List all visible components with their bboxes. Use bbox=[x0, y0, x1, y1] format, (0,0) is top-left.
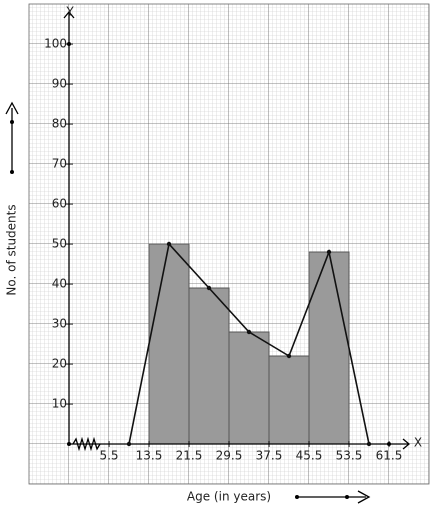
polygon-point bbox=[286, 353, 292, 359]
x-tick-label: 21.5 bbox=[176, 449, 203, 463]
y-tick-label: 90 bbox=[52, 77, 67, 91]
x-axis-label: Age (in years) bbox=[187, 490, 271, 504]
x-tick-label: 45.5 bbox=[296, 449, 323, 463]
x-tick-label: 13.5 bbox=[136, 449, 163, 463]
x-end-dot bbox=[387, 442, 391, 446]
polygon-point bbox=[246, 329, 252, 335]
polygon-point bbox=[206, 285, 212, 291]
y-tick-label: 20 bbox=[52, 357, 67, 371]
bar bbox=[148, 243, 190, 445]
polygon-point bbox=[126, 441, 132, 447]
y-tick-label: 100 bbox=[44, 37, 67, 51]
y-axis-arrow bbox=[63, 10, 75, 19]
y-tick-label: 50 bbox=[52, 237, 67, 251]
y-tick-label: 40 bbox=[52, 277, 67, 291]
x-axis-name: X bbox=[414, 436, 422, 450]
bar bbox=[308, 251, 350, 445]
y-axis-label: No. of students bbox=[5, 204, 19, 295]
origin-dot bbox=[67, 442, 71, 446]
y-tick-label: 30 bbox=[52, 317, 67, 331]
y-axis-name: Y bbox=[65, 5, 74, 19]
x-axis-arrow bbox=[402, 438, 411, 450]
bar bbox=[268, 355, 310, 445]
bar bbox=[228, 331, 270, 445]
polygon-point bbox=[326, 249, 332, 255]
x-tick-label: 29.5 bbox=[216, 449, 243, 463]
x-tick-label: 5.5 bbox=[99, 449, 118, 463]
y-tick-label: 10 bbox=[52, 397, 67, 411]
y-top-dot bbox=[67, 42, 71, 46]
x-tick-label: 37.5 bbox=[256, 449, 283, 463]
y-tick-label: 80 bbox=[52, 117, 67, 131]
graph-paper bbox=[28, 3, 430, 485]
y-tick-label: 70 bbox=[52, 157, 67, 171]
x-arrow bbox=[295, 490, 371, 504]
plot-area: 10 20 30 40 50 60 70 80 90 100 5.5 13.5 21.5 29.5 37.5… bbox=[44, 10, 411, 463]
axis-break bbox=[72, 436, 101, 452]
polygon-point bbox=[166, 241, 172, 247]
x-tick-label: 53.5 bbox=[336, 449, 363, 463]
polygon-point bbox=[366, 441, 372, 447]
y-tick-label: 60 bbox=[52, 197, 67, 211]
y-arrow bbox=[5, 101, 19, 174]
x-tick-label: 61.5 bbox=[376, 449, 403, 463]
bar bbox=[188, 287, 230, 445]
